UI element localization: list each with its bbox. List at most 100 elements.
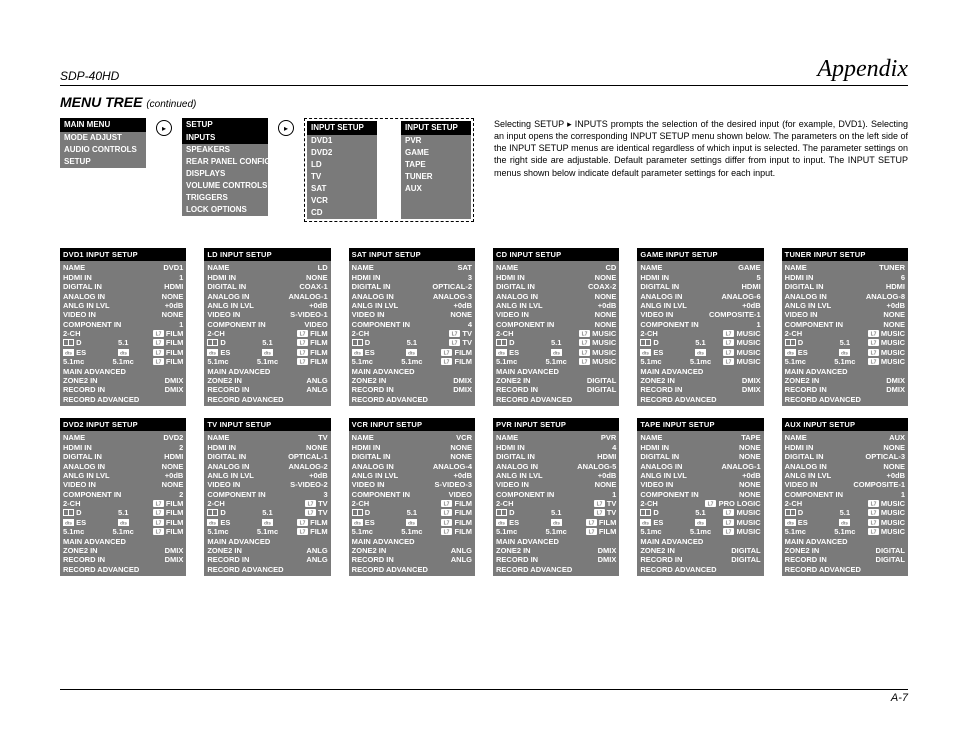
menu-header: MAIN MENU <box>60 118 146 132</box>
input-setup-panel: CD INPUT SETUPNAMECDHDMI INNONEDIGITAL I… <box>493 248 619 406</box>
logo-icon <box>441 358 452 365</box>
logo-icon <box>441 528 452 535</box>
logo-icon <box>63 519 74 526</box>
nav-row: MAIN MENUMODE ADJUSTAUDIO CONTROLSSETUP … <box>60 118 908 222</box>
menu-item: SAT <box>307 183 377 195</box>
logo-icon <box>449 339 460 346</box>
menu-item: DVD2 <box>307 147 377 159</box>
menu-item: LD <box>307 159 377 171</box>
menu-item: SPEAKERS <box>182 144 268 156</box>
logo-icon <box>868 349 879 356</box>
logo-icon <box>579 330 590 337</box>
panel-body: NAMETAPEHDMI INNONEDIGITAL INNONEANALOG … <box>637 431 763 576</box>
panels-grid: DVD1 INPUT SETUPNAMEDVD1HDMI IN1DIGITAL … <box>60 248 908 576</box>
logo-icon <box>594 500 605 507</box>
logo-icon <box>441 519 452 526</box>
logo-icon <box>868 330 879 337</box>
input-setup-panel: DVD2 INPUT SETUPNAMEDVD2HDMI IN2DIGITAL … <box>60 418 186 576</box>
page-footer: A-7 <box>60 689 908 704</box>
panel-header: CD INPUT SETUP <box>493 248 619 261</box>
menu-item: AUDIO CONTROLS <box>60 144 146 156</box>
panel-body: NAMEDVD2HDMI IN2DIGITAL INHDMIANALOG INN… <box>60 431 186 576</box>
logo-icon <box>297 330 308 337</box>
logo-icon <box>352 509 363 516</box>
menu-item: VOLUME CONTROLS <box>182 180 268 192</box>
logo-icon <box>785 339 796 346</box>
logo-icon <box>839 519 850 526</box>
page: SDP-40HD Appendix MENU TREE (continued) … <box>0 0 954 738</box>
menu-item: DVD1 <box>307 135 377 147</box>
section-title: Appendix <box>817 56 908 83</box>
menu-header: SETUP <box>182 118 268 132</box>
logo-icon <box>153 528 164 535</box>
logo-icon <box>723 528 734 535</box>
panel-header: AUX INPUT SETUP <box>782 418 908 431</box>
logo-icon <box>640 349 651 356</box>
logo-icon <box>640 509 651 516</box>
input-setup-panel: SAT INPUT SETUPNAMESATHDMI IN3DIGITAL IN… <box>349 248 475 406</box>
menu-item: DISPLAYS <box>182 168 268 180</box>
logo-icon <box>723 509 734 516</box>
input-setup-panel: PVR INPUT SETUPNAMEPVRHDMI IN4DIGITAL IN… <box>493 418 619 576</box>
panel-body: NAMECDHDMI INNONEDIGITAL INCOAX-2ANALOG … <box>493 261 619 406</box>
panel-body: NAMELDHDMI INNONEDIGITAL INCOAX-1ANALOG … <box>204 261 330 406</box>
panel-body: NAMEVCRHDMI INNONEDIGITAL INNONEANALOG I… <box>349 431 475 576</box>
logo-icon <box>839 349 850 356</box>
panel-header: TAPE INPUT SETUP <box>637 418 763 431</box>
menu-item: TV <box>307 171 377 183</box>
logo-icon <box>207 349 218 356</box>
logo-icon <box>297 339 308 346</box>
logo-icon <box>640 519 651 526</box>
panel-body: NAMETVHDMI INNONEDIGITAL INOPTICAL-1ANAL… <box>204 431 330 576</box>
logo-icon <box>785 349 796 356</box>
logo-icon <box>785 519 796 526</box>
logo-icon <box>153 349 164 356</box>
logo-icon <box>63 349 74 356</box>
input-setup-panel: TAPE INPUT SETUPNAMETAPEHDMI INNONEDIGIT… <box>637 418 763 576</box>
logo-icon <box>723 330 734 337</box>
logo-icon <box>207 519 218 526</box>
panel-header: TUNER INPUT SETUP <box>782 248 908 261</box>
logo-icon <box>868 500 879 507</box>
input-setup-panel: VCR INPUT SETUPNAMEVCRHDMI INNONEDIGITAL… <box>349 418 475 576</box>
logo-icon <box>406 349 417 356</box>
logo-icon <box>586 528 597 535</box>
description-paragraph: Selecting SETUP ▸ INPUTS prompts the sel… <box>494 118 908 179</box>
panel-body: NAMEAUXHDMI INNONEDIGITAL INOPTICAL-3ANA… <box>782 431 908 576</box>
panel-body: NAMESATHDMI IN3DIGITAL INOPTICAL-2ANALOG… <box>349 261 475 406</box>
logo-icon <box>153 500 164 507</box>
main-menu-box: MAIN MENUMODE ADJUSTAUDIO CONTROLSSETUP <box>60 118 146 168</box>
input-setup-panel: TV INPUT SETUPNAMETVHDMI INNONEDIGITAL I… <box>204 418 330 576</box>
logo-icon <box>305 509 316 516</box>
logo-icon <box>579 358 590 365</box>
model-label: SDP-40HD <box>60 69 119 83</box>
logo-icon <box>153 519 164 526</box>
panel-body: NAMETUNERHDMI IN6DIGITAL INHDMIANALOG IN… <box>782 261 908 406</box>
logo-icon <box>640 339 651 346</box>
menu-item: AUX <box>401 183 471 195</box>
logo-icon <box>496 339 507 346</box>
input-setup-panel: TUNER INPUT SETUPNAMETUNERHDMI IN6DIGITA… <box>782 248 908 406</box>
panel-header: SAT INPUT SETUP <box>349 248 475 261</box>
arrow-icon: ▸ <box>156 120 172 136</box>
logo-icon <box>262 349 273 356</box>
logo-icon <box>551 519 562 526</box>
input-setup-panel: LD INPUT SETUPNAMELDHDMI INNONEDIGITAL I… <box>204 248 330 406</box>
panel-body: NAMEGAMEHDMI IN5DIGITAL INHDMIANALOG INA… <box>637 261 763 406</box>
logo-icon <box>118 349 129 356</box>
menu-item: REAR PANEL CONFIG <box>182 156 268 168</box>
logo-icon <box>496 519 507 526</box>
panel-header: LD INPUT SETUP <box>204 248 330 261</box>
menu-item: CD <box>307 207 377 219</box>
logo-icon <box>153 330 164 337</box>
logo-icon <box>723 339 734 346</box>
setup-menu-box: SETUPINPUTSSPEAKERSREAR PANEL CONFIGDISP… <box>182 118 268 216</box>
logo-icon <box>297 519 308 526</box>
menu-item: VCR <box>307 195 377 207</box>
logo-icon <box>496 349 507 356</box>
logo-icon <box>594 509 605 516</box>
logo-icon <box>406 519 417 526</box>
logo-icon <box>352 519 363 526</box>
menu-item: MODE ADJUST <box>60 132 146 144</box>
logo-icon <box>153 358 164 365</box>
